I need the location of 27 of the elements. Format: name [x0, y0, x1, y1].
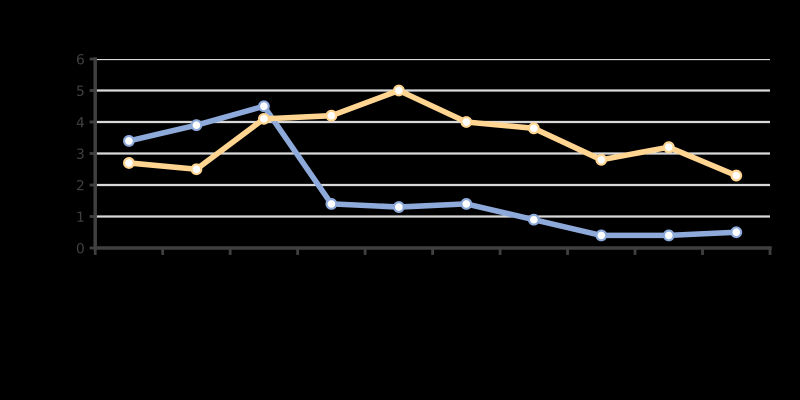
point	[123, 157, 135, 169]
point	[662, 229, 675, 242]
point	[730, 226, 742, 238]
point	[258, 112, 270, 125]
point	[190, 119, 202, 132]
y-tick-label: 4	[76, 117, 84, 128]
y-tick-label: 6	[76, 54, 84, 64]
point	[325, 110, 338, 122]
point	[528, 122, 540, 134]
point	[595, 229, 608, 242]
point	[123, 134, 135, 147]
point	[392, 84, 405, 96]
point	[662, 141, 675, 154]
point	[258, 100, 270, 112]
y-tick-label: 2	[76, 180, 84, 190]
y-tick-label: 3	[77, 148, 84, 159]
y-tick-label: 1	[77, 212, 84, 222]
y-tick-label: 0	[76, 242, 84, 254]
point	[460, 116, 472, 128]
point	[325, 198, 338, 210]
point	[730, 170, 742, 182]
y-tick-label: 5	[77, 86, 84, 96]
point	[528, 214, 540, 226]
point	[190, 163, 202, 176]
point	[595, 154, 608, 166]
point	[460, 198, 472, 210]
point	[392, 201, 405, 213]
